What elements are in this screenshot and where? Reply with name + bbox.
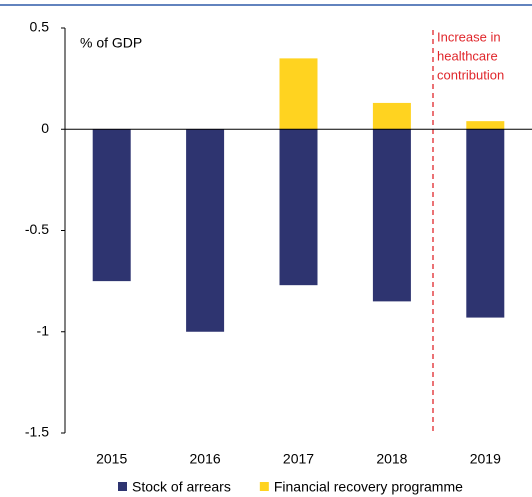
x-tick-label: 2018 [376, 451, 407, 467]
bar [466, 121, 505, 130]
bar [466, 129, 505, 318]
x-tick-label: 2015 [96, 451, 127, 467]
legend-swatch [118, 482, 127, 491]
x-tick-label: 2017 [283, 451, 314, 467]
legend-swatch [259, 482, 269, 491]
annotation: healthcare [437, 48, 498, 63]
bar [92, 129, 131, 282]
legend-label: Stock of arrears [132, 479, 231, 495]
x-tick-label: 2019 [470, 451, 501, 467]
annotation: Increase in [437, 29, 501, 44]
bar [279, 58, 318, 130]
y-tick-label: 0 [41, 120, 49, 136]
y-tick-label: -0.5 [25, 221, 49, 237]
y-tick-label: -1 [37, 322, 50, 338]
legend-label: Financial recovery programme [274, 479, 463, 495]
bar [372, 102, 411, 130]
y-tick-label: -1.5 [25, 424, 49, 440]
y-tick-label: 0.5 [30, 19, 50, 35]
annotation: contribution [437, 67, 504, 82]
bar [186, 129, 225, 332]
bar [372, 129, 411, 302]
x-tick-label: 2016 [190, 451, 221, 467]
y-axis-label: % of GDP [80, 35, 142, 51]
bar [279, 129, 318, 286]
